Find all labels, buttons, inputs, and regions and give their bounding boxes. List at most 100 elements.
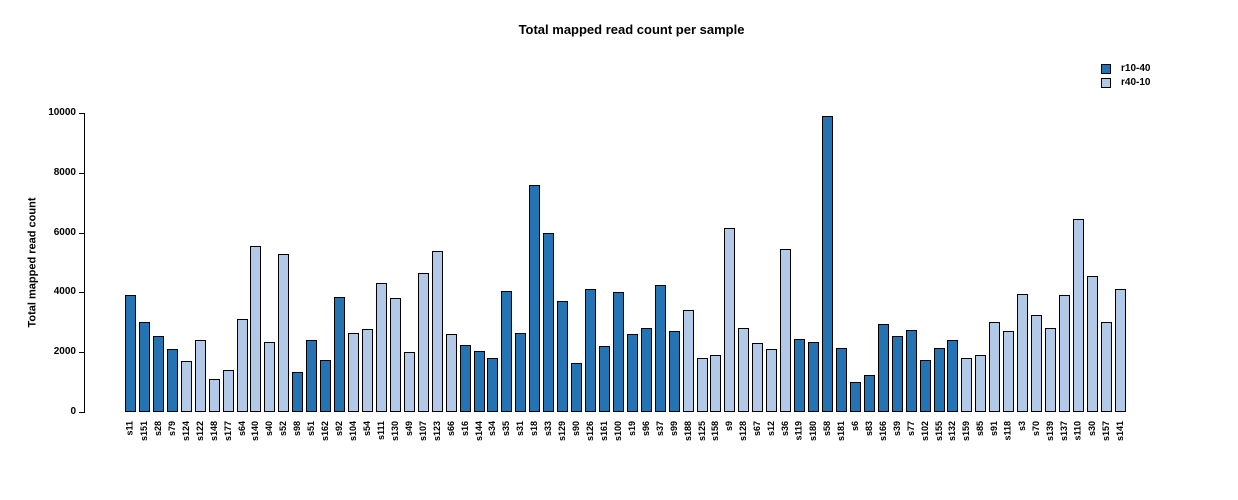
bar-s137 <box>1059 295 1070 412</box>
bar-s151 <box>139 322 150 412</box>
x-axis-label: s67 <box>752 421 762 437</box>
x-axis-label: s37 <box>655 421 665 437</box>
bar-s16 <box>460 345 471 412</box>
bar-s33 <box>543 233 554 412</box>
bar-s123 <box>432 251 443 412</box>
bar-s144 <box>474 351 485 412</box>
bar-s91 <box>989 322 1000 412</box>
x-axis-label: s64 <box>237 421 247 437</box>
bar-s77 <box>906 330 917 412</box>
bar-s162 <box>320 360 331 412</box>
y-axis-tick <box>79 232 84 234</box>
x-axis-label: s11 <box>125 421 135 436</box>
x-axis-label: s129 <box>557 421 567 442</box>
x-axis-label: s52 <box>278 421 288 437</box>
y-axis-line <box>84 113 85 413</box>
x-axis-label: s28 <box>153 421 163 437</box>
x-axis-label: s158 <box>710 421 720 442</box>
x-axis-label: s159 <box>961 421 971 442</box>
x-axis-label: s34 <box>487 421 497 437</box>
x-axis-label: s96 <box>641 421 651 437</box>
bar-s126 <box>585 289 596 412</box>
x-axis-label: s54 <box>362 421 372 437</box>
bar-s12 <box>766 349 777 412</box>
bar-s54 <box>362 329 373 412</box>
bar-s28 <box>153 336 164 412</box>
bar-s161 <box>599 346 610 412</box>
x-axis-label: s151 <box>139 421 149 442</box>
x-axis-label: s107 <box>418 421 428 442</box>
x-axis-label: s35 <box>501 421 511 437</box>
x-axis-label: s49 <box>404 421 414 437</box>
bar-s37 <box>655 285 666 412</box>
x-axis-label: s140 <box>250 421 260 442</box>
bar-s102 <box>920 360 931 412</box>
bar-s6 <box>850 382 861 412</box>
x-axis-label: s18 <box>529 421 539 437</box>
x-axis-label: s12 <box>766 421 776 437</box>
x-axis-label: s157 <box>1101 421 1111 442</box>
x-axis-label: s188 <box>683 421 693 442</box>
y-axis-tick-label: 6000 <box>53 226 76 238</box>
bar-s139 <box>1045 328 1056 412</box>
bar-s40 <box>264 342 275 412</box>
x-axis-label: s144 <box>474 421 484 442</box>
legend-label: r40-10 <box>1121 77 1151 88</box>
x-axis-label: s166 <box>878 421 888 442</box>
y-axis-tick-label: 10000 <box>48 107 76 118</box>
x-axis-label: s181 <box>836 421 846 442</box>
x-axis-label: s111 <box>376 421 386 441</box>
bar-s119 <box>794 339 805 412</box>
x-axis-label: s162 <box>320 421 330 442</box>
bar-s125 <box>697 358 708 412</box>
x-axis-label: s3 <box>1017 421 1027 432</box>
x-axis-label: s16 <box>460 421 470 437</box>
bar-s19 <box>627 334 638 412</box>
bar-s64 <box>237 319 248 412</box>
legend-item: r40-10 <box>1101 76 1150 90</box>
bar-s111 <box>376 283 387 412</box>
y-axis-tick-label: 4000 <box>53 286 76 298</box>
x-axis-label: s124 <box>181 421 191 442</box>
x-axis-label: s126 <box>585 421 595 442</box>
x-axis-label: s77 <box>906 421 916 437</box>
x-axis-label: s30 <box>1087 421 1097 437</box>
x-axis-label: s58 <box>822 421 832 437</box>
x-axis-label: s148 <box>209 421 219 442</box>
y-axis-tick <box>79 113 84 114</box>
bar-s110 <box>1073 219 1084 412</box>
x-axis-label: s85 <box>975 421 985 437</box>
x-axis-label: s123 <box>432 421 442 442</box>
x-axis-label: s99 <box>669 421 679 437</box>
bar-s122 <box>195 340 206 412</box>
x-axis-label: s102 <box>920 421 930 442</box>
y-axis-tick-label: 0 <box>70 406 76 417</box>
x-axis-label: s128 <box>738 421 748 442</box>
legend: r10-40 r40-10 <box>1101 62 1150 90</box>
x-axis-label: s19 <box>627 421 637 437</box>
x-axis-label: s33 <box>543 421 553 437</box>
x-axis-label: s36 <box>780 421 790 437</box>
bar-s70 <box>1031 315 1042 412</box>
bar-s58 <box>822 116 833 412</box>
bar-s3 <box>1017 294 1028 412</box>
bar-s188 <box>683 310 694 412</box>
x-axis-label: s118 <box>1003 421 1013 441</box>
y-axis-title: Total mapped read count <box>26 197 39 328</box>
y-axis-tick <box>79 172 84 174</box>
x-axis-label: s51 <box>306 421 316 437</box>
x-axis-label: s98 <box>292 421 302 437</box>
bar-s92 <box>334 297 345 412</box>
bar-s90 <box>571 363 582 412</box>
bar-s67 <box>752 343 763 412</box>
x-axis-label: s132 <box>947 421 957 442</box>
bar-s98 <box>292 372 303 412</box>
bar-s11 <box>125 295 136 412</box>
bar-s159 <box>961 358 972 412</box>
bar-s118 <box>1003 331 1014 412</box>
bar-s157 <box>1101 322 1112 412</box>
x-axis-label: s6 <box>850 421 860 432</box>
y-axis-tick-label: 2000 <box>53 346 76 358</box>
bar-s100 <box>613 292 624 412</box>
x-axis-label: s110 <box>1073 421 1083 441</box>
